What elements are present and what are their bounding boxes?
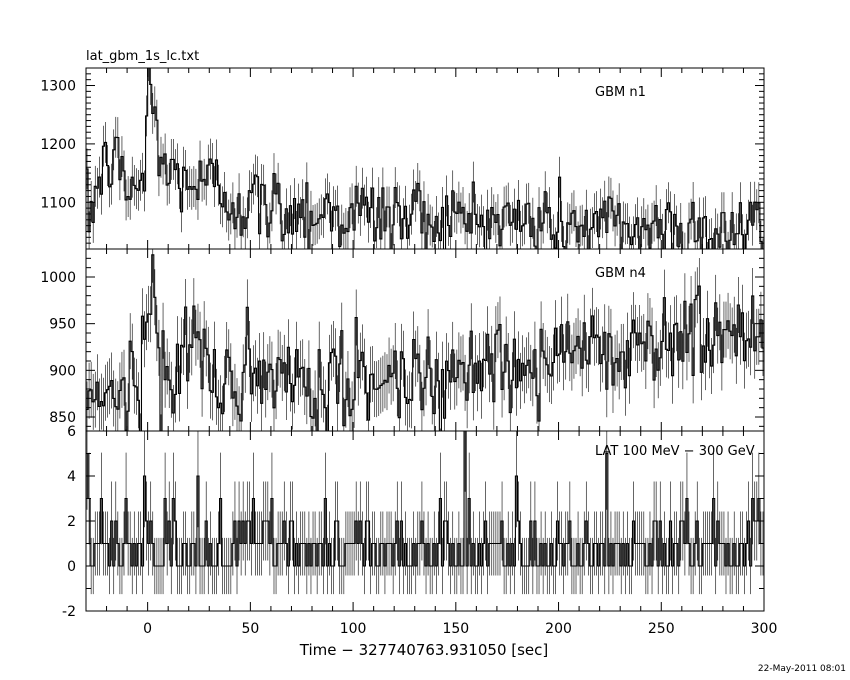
y-tick-label: 850 bbox=[49, 410, 76, 426]
x-tick-label: 150 bbox=[442, 621, 469, 637]
rate-line bbox=[86, 430, 764, 567]
y-tick-label: 4 bbox=[67, 469, 76, 485]
y-tick-label: -2 bbox=[62, 604, 76, 620]
rate-line bbox=[86, 254, 764, 432]
error-bars bbox=[86, 249, 764, 431]
y-tick-label: 1000 bbox=[40, 270, 76, 286]
panel-gbm-n4-curve bbox=[86, 249, 764, 432]
panel-gbm-n1-curve bbox=[86, 67, 764, 250]
panel-lat: -2 0 2 4 6 LAT 100 MeV − 300 GeV bbox=[62, 424, 764, 620]
plot-title: lat_gbm_1s_lc.txt bbox=[86, 49, 199, 64]
x-tick-label: 50 bbox=[241, 621, 259, 637]
panel-gbm-n1-yaxis: 1100 1200 1300 bbox=[40, 67, 764, 250]
x-axis-label: Time − 327740763.931050 [sec] bbox=[299, 641, 549, 659]
y-tick-label: 2 bbox=[67, 514, 76, 530]
series-label-lat: LAT 100 MeV − 300 GeV bbox=[595, 444, 755, 459]
panel-frames bbox=[85, 67, 765, 612]
x-tick-label: 200 bbox=[545, 621, 572, 637]
panel-gbm-n1: 1100 1200 1300 GBM n1 bbox=[40, 67, 764, 250]
x-tick-label: 100 bbox=[340, 621, 367, 637]
panel-gbm-n4: 850 900 950 1000 GBM n4 bbox=[40, 248, 764, 432]
panel-frame bbox=[85, 430, 765, 612]
x-tick-label: 250 bbox=[648, 621, 675, 637]
y-tick-label: 1200 bbox=[40, 137, 76, 153]
y-tick-label: 1300 bbox=[40, 79, 76, 95]
timestamp: 22-May-2011 08:01 bbox=[758, 664, 846, 674]
rate-line bbox=[86, 67, 764, 250]
y-tick-label: 950 bbox=[49, 317, 76, 333]
y-tick-label: 0 bbox=[67, 559, 76, 575]
y-tick-label: 1100 bbox=[40, 195, 76, 211]
x-tick-label: 300 bbox=[751, 621, 778, 637]
y-tick-label: 6 bbox=[67, 424, 76, 440]
x-tick-label: 0 bbox=[143, 621, 152, 637]
y-tick-label: 900 bbox=[49, 363, 76, 379]
series-label-gbm-n1: GBM n1 bbox=[595, 85, 646, 100]
series-label-gbm-n4: GBM n4 bbox=[595, 266, 646, 281]
panel-lat-curve bbox=[86, 430, 764, 595]
panel-gbm-n4-yaxis: 850 900 950 1000 bbox=[40, 248, 764, 427]
